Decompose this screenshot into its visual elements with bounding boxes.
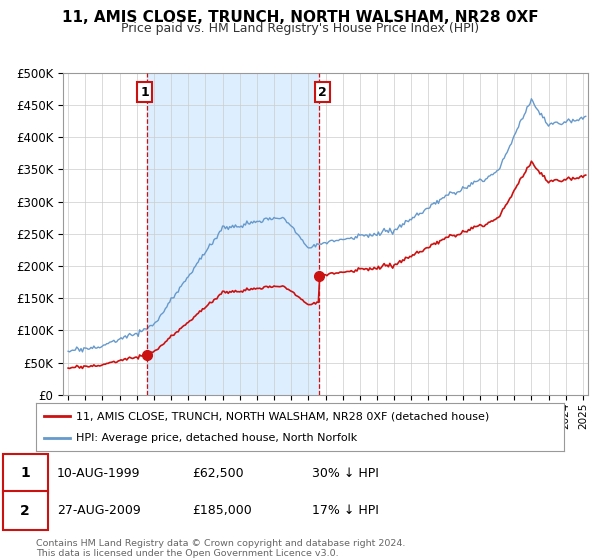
Text: Contains HM Land Registry data © Crown copyright and database right 2024.: Contains HM Land Registry data © Crown c… [36, 539, 406, 548]
Text: £185,000: £185,000 [192, 504, 252, 517]
Text: 1: 1 [140, 86, 149, 99]
Text: 10-AUG-1999: 10-AUG-1999 [57, 466, 140, 480]
Text: 1: 1 [20, 466, 30, 480]
Text: 11, AMIS CLOSE, TRUNCH, NORTH WALSHAM, NR28 0XF (detached house): 11, AMIS CLOSE, TRUNCH, NORTH WALSHAM, N… [76, 411, 489, 421]
Text: 11, AMIS CLOSE, TRUNCH, NORTH WALSHAM, NR28 0XF: 11, AMIS CLOSE, TRUNCH, NORTH WALSHAM, N… [62, 10, 538, 25]
Text: 30% ↓ HPI: 30% ↓ HPI [312, 466, 379, 480]
Text: 2: 2 [317, 86, 326, 99]
Text: HPI: Average price, detached house, North Norfolk: HPI: Average price, detached house, Nort… [76, 433, 357, 443]
Text: This data is licensed under the Open Government Licence v3.0.: This data is licensed under the Open Gov… [36, 549, 338, 558]
Text: 2: 2 [20, 504, 30, 517]
Bar [148, 73, 319, 395]
Text: Price paid vs. HM Land Registry's House Price Index (HPI): Price paid vs. HM Land Registry's House … [121, 22, 479, 35]
Text: 27-AUG-2009: 27-AUG-2009 [57, 504, 141, 517]
Text: 17% ↓ HPI: 17% ↓ HPI [312, 504, 379, 517]
Text: £62,500: £62,500 [192, 466, 244, 480]
